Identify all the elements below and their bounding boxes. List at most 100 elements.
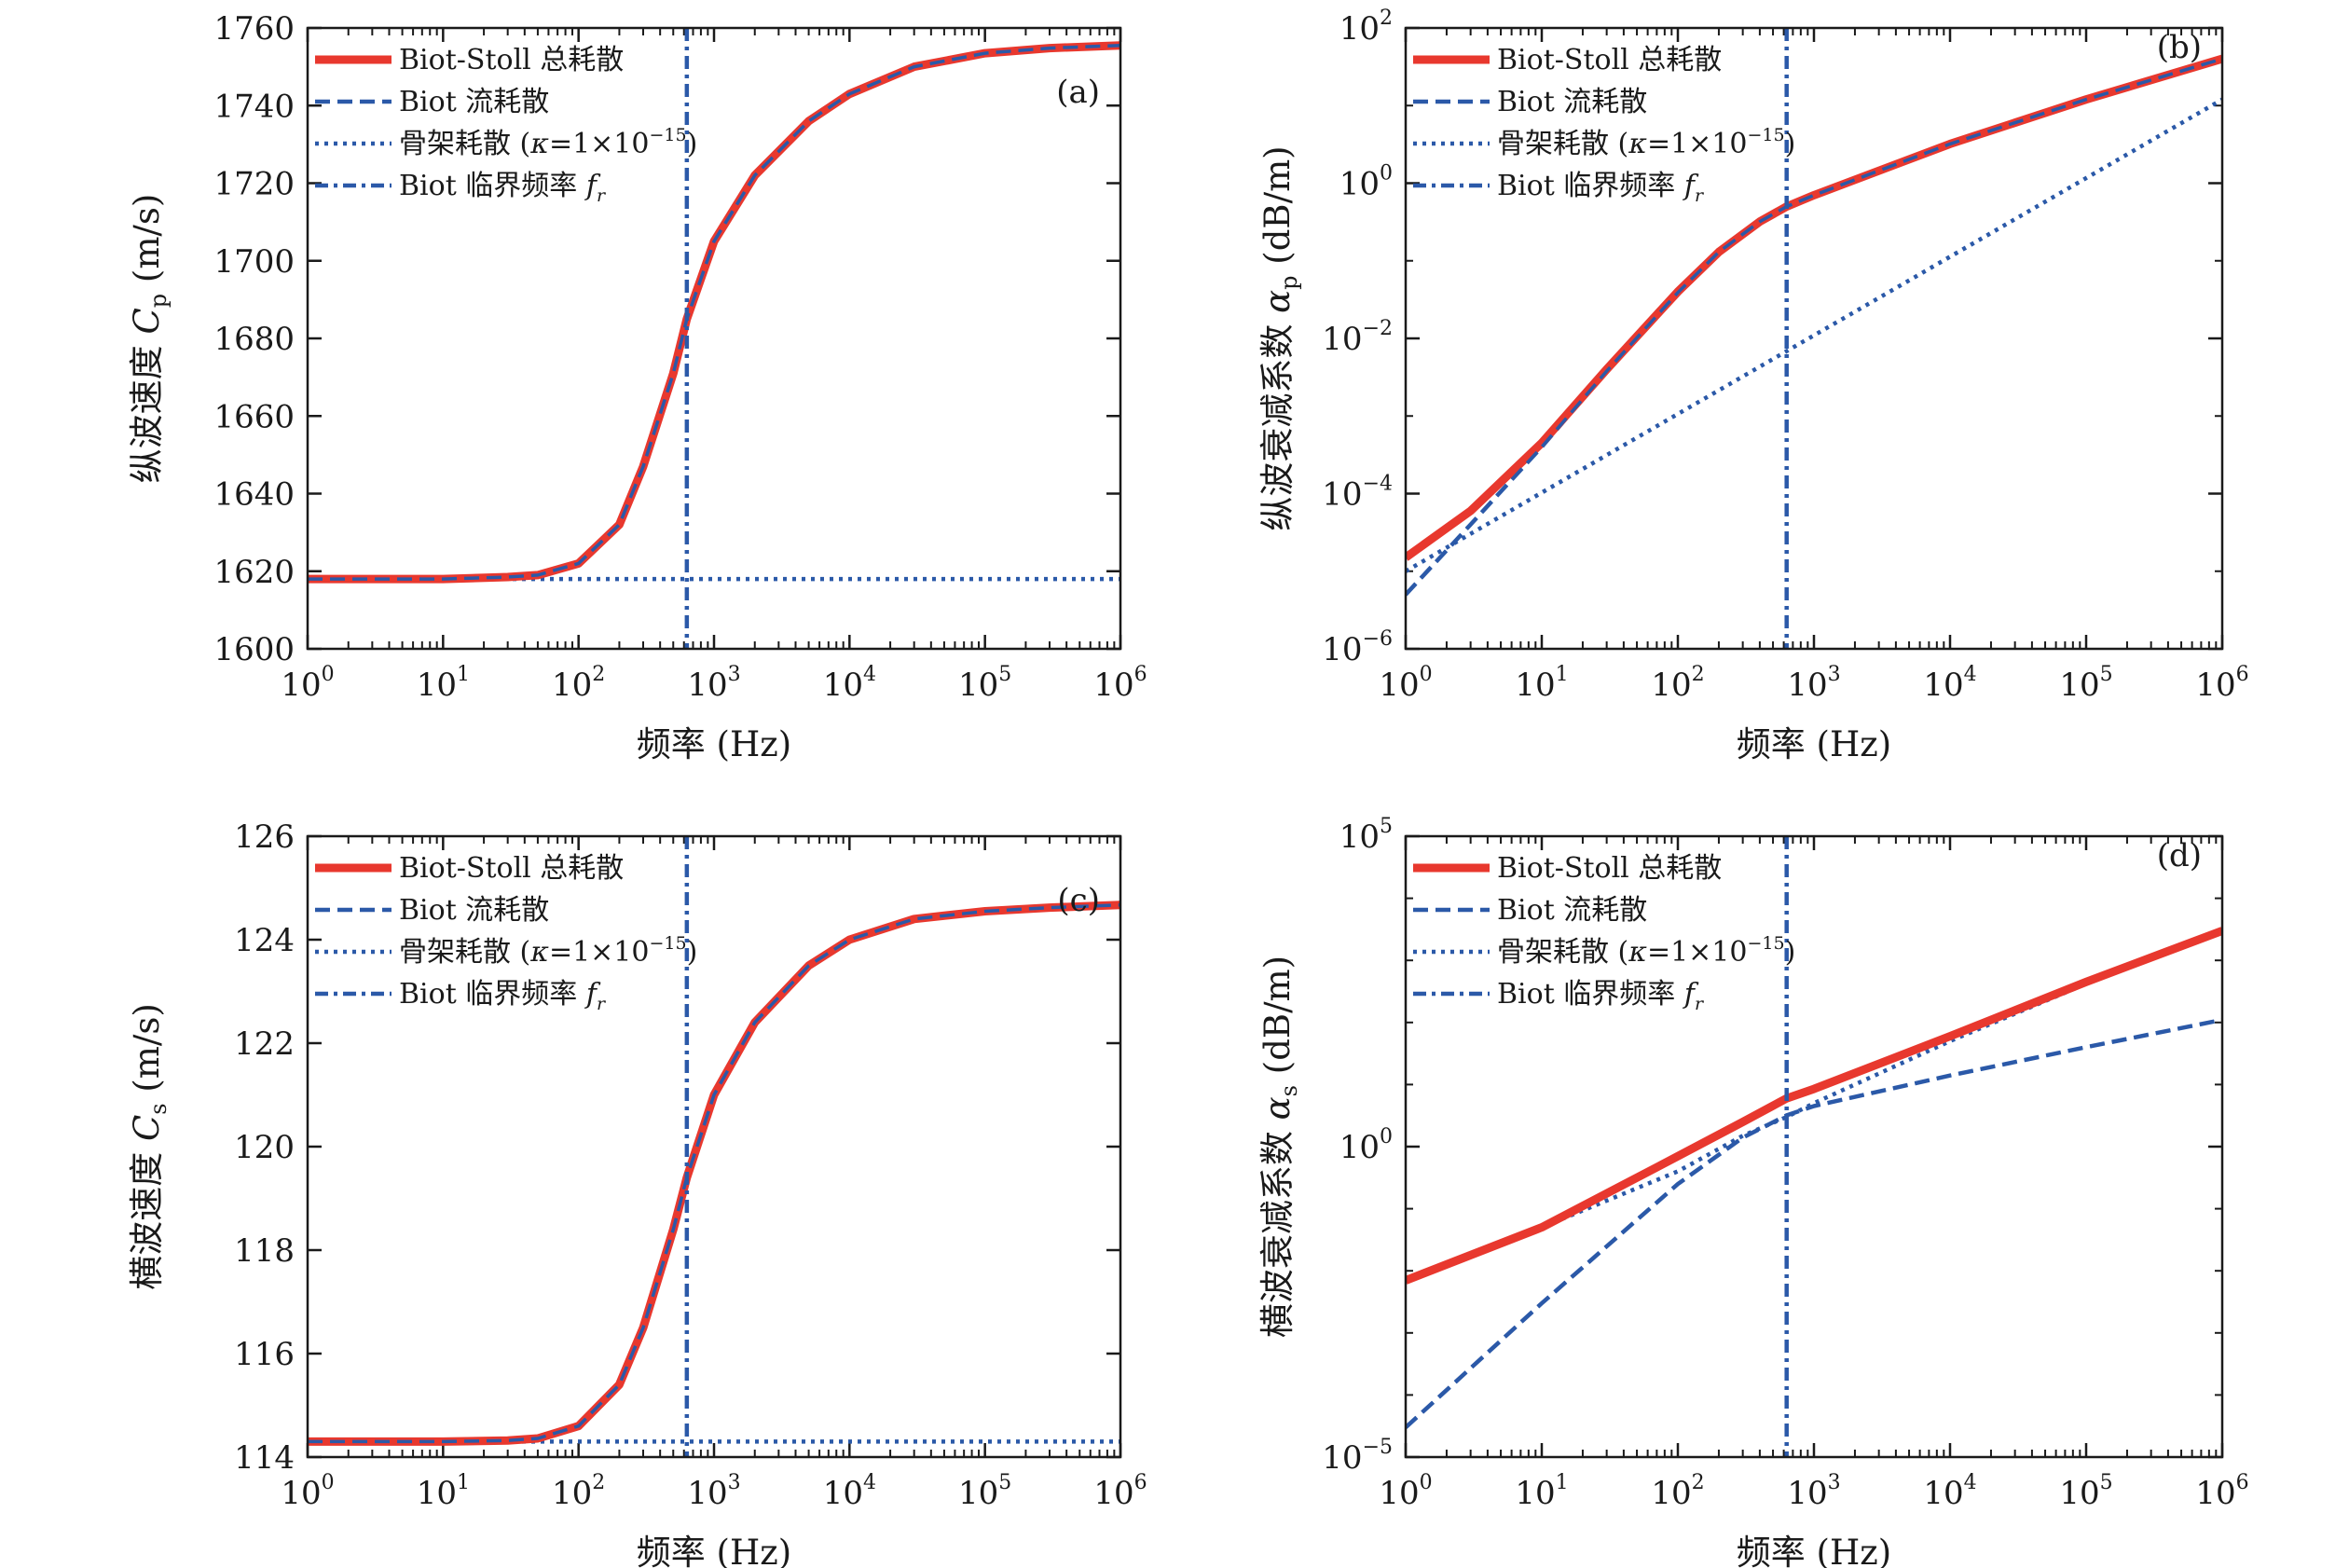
y-tick-label: 10−4: [1322, 473, 1393, 514]
panel-d: 100 101 102 103 104 105 10610−5100105Biot-Stol…: [1257, 815, 2249, 1568]
legend-label: Biot 临界频率 fr: [399, 170, 607, 206]
y-tick-label: 116: [234, 1336, 295, 1373]
legend-label: Biot 流耗散: [1497, 86, 1647, 118]
y-tick-label: 100: [1339, 1125, 1393, 1166]
x-tick-label: 103: [1787, 1471, 1840, 1512]
x-tick-label: 104: [1923, 663, 1976, 704]
x-ticks: 100 101 102 103 104 105 106: [281, 836, 1147, 1512]
series-line-flow-overlay: [308, 43, 1120, 581]
panel-tag: (c): [1057, 882, 1100, 919]
y-tick-label: 105: [1339, 815, 1393, 856]
x-ticks: 100 101 102 103 104 105 106: [1379, 28, 2249, 704]
series-line-flow-overlay: [1406, 57, 2222, 596]
series-group: [308, 28, 1120, 649]
legend-label: Biot 临界频率 fr: [399, 978, 607, 1014]
x-tick-label: 101: [417, 1471, 470, 1512]
x-tick-label: 106: [1093, 663, 1147, 704]
series-line-flow: [308, 43, 1120, 582]
series-line-flow-overlay: [1406, 1018, 2222, 1429]
y-tick-label: 1640: [213, 476, 295, 514]
y-tick-label: 10−6: [1322, 627, 1393, 668]
y-tick-label: 1620: [213, 554, 295, 591]
y-tick-label: 1600: [213, 631, 295, 668]
x-tick-label: 101: [417, 663, 470, 704]
y-axis-label: 横波衰减系数 αs (dB/m): [1257, 956, 1302, 1338]
legend-label: Biot 流耗散: [399, 86, 549, 118]
y-ticks: 10−5 100 105: [1322, 815, 2222, 1477]
legend-label: Biot-Stoll 总耗散: [1497, 44, 1722, 76]
y-tick-label: 10−5: [1322, 1436, 1393, 1477]
y-tick-label: 10−2: [1322, 317, 1393, 358]
legend-label: Biot-Stoll 总耗散: [399, 852, 624, 885]
x-tick-label: 100: [281, 663, 334, 704]
y-tick-label: 114: [234, 1439, 295, 1477]
x-tick-label: 105: [2059, 1471, 2112, 1512]
y-tick-label: 1760: [213, 10, 295, 48]
x-tick-label: 104: [823, 663, 876, 704]
y-tick-label: 120: [234, 1129, 295, 1166]
plot-frame: [1404, 834, 2224, 1459]
plot-frame: [306, 834, 1122, 1459]
legend-label: 骨架耗散 (κ=1×10−15): [399, 125, 697, 160]
series-group: [308, 836, 1120, 1457]
legend-label: Biot-Stoll 总耗散: [1497, 852, 1722, 885]
x-tick-label: 100: [1379, 663, 1432, 704]
y-ticks: 10−6 10−4 10−2 100 102: [1322, 7, 2222, 668]
x-tick-label: 104: [823, 1471, 876, 1512]
x-axis-label: 频率 (Hz): [1737, 724, 1891, 764]
y-tick-label: 124: [234, 922, 295, 959]
x-tick-label: 106: [2195, 663, 2248, 704]
y-tick-label: 1660: [213, 398, 295, 435]
x-tick-label: 106: [2195, 1471, 2248, 1512]
x-axis-label: 频率 (Hz): [1737, 1533, 1891, 1568]
x-tick-label: 105: [2059, 663, 2112, 704]
y-axis-label: 纵波衰减系数 αp (dB/m): [1257, 145, 1302, 530]
x-tick-label: 104: [1923, 1471, 1976, 1512]
series-group: [1406, 28, 2222, 649]
legend-label: 骨架耗散 (κ=1×10−15): [1497, 933, 1795, 969]
y-tick-label: 118: [234, 1232, 295, 1270]
series-group: [1406, 836, 2222, 1457]
legend-label: Biot 流耗散: [1497, 894, 1647, 927]
y-tick-label: 122: [234, 1025, 295, 1063]
x-tick-label: 102: [1651, 663, 1704, 704]
series-line-total: [308, 41, 1120, 584]
x-tick-label: 105: [958, 663, 1011, 704]
x-axis-label: 频率 (Hz): [637, 1533, 791, 1568]
y-tick-label: 1680: [213, 321, 295, 358]
y-axis-label: 横波速度 Cs (m/s): [127, 1003, 172, 1290]
legend-label: Biot 临界频率 fr: [1497, 170, 1705, 206]
panel-c: 100 101 102 103 104 105 1061141161181201221241…: [127, 818, 1147, 1568]
legend-label: Biot 流耗散: [399, 894, 549, 927]
y-axis-label: 纵波速度 Cp (m/s): [127, 194, 172, 484]
panel-a: 100 101 102 103 104 105 106 1600 1620 1640 1660 168…: [127, 10, 1147, 764]
legend-label: 骨架耗散 (κ=1×10−15): [1497, 125, 1795, 160]
x-tick-label: 102: [552, 1471, 605, 1512]
x-tick-label: 101: [1515, 663, 1568, 704]
x-tick-label: 102: [1651, 1471, 1704, 1512]
x-tick-label: 102: [552, 663, 605, 704]
y-tick-label: 1740: [213, 88, 295, 125]
series-line-flow: [1406, 1017, 2222, 1429]
y-tick-label: 100: [1339, 162, 1393, 203]
plot-frame: [1404, 26, 2224, 651]
legend-label: 骨架耗散 (κ=1×10−15): [399, 933, 697, 969]
panel-tag: (b): [2157, 29, 2202, 66]
x-tick-label: 100: [281, 1471, 334, 1512]
y-ticks: 114 116 118 120 122 124 126: [234, 818, 1120, 1477]
y-ticks: 1600 1620 1640 1660 1680 1700 1720 1740 1760: [213, 10, 1120, 668]
y-tick-label: 1720: [213, 166, 295, 203]
x-tick-label: 106: [1093, 1471, 1147, 1512]
y-tick-label: 126: [234, 818, 295, 856]
x-tick-label: 103: [687, 663, 740, 704]
legend-label: Biot-Stoll 总耗散: [399, 44, 624, 76]
y-tick-label: 1700: [213, 243, 295, 281]
plot-frame: [306, 26, 1122, 651]
panel-b: 100 101 102 103 104 105 106 10−6 10−4 10−2 100 102 B…: [1257, 7, 2249, 764]
x-tick-label: 100: [1379, 1471, 1432, 1512]
